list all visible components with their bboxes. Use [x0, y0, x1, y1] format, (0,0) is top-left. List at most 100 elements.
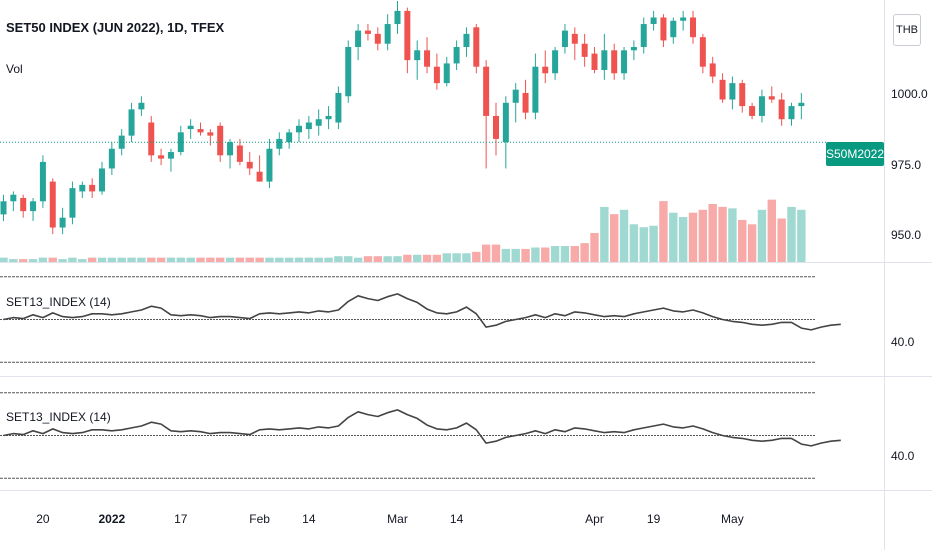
volume-bar: [481, 244, 491, 262]
candle: [473, 24, 480, 74]
candlestick-series[interactable]: [0, 1, 805, 235]
candle: [709, 56, 716, 84]
candle-body: [611, 50, 618, 74]
candle: [118, 129, 125, 156]
candle: [778, 92, 785, 126]
volume-bar: [757, 209, 767, 262]
candle-body: [355, 30, 362, 48]
candle: [187, 119, 194, 139]
candle: [463, 27, 470, 57]
candle-body: [433, 66, 440, 84]
volume-bar: [698, 209, 708, 262]
candle: [246, 152, 253, 176]
candle: [276, 132, 283, 156]
volume-bar: [196, 257, 205, 262]
candle-body: [463, 33, 470, 48]
volume-bar: [334, 256, 343, 262]
volume-bar: [600, 206, 609, 262]
price-tick-950: 950.0: [891, 228, 922, 242]
candle: [345, 40, 352, 103]
indicator-pane: [0, 392, 841, 479]
volume-bar: [452, 253, 461, 262]
candle: [433, 53, 440, 90]
volume-bar: [472, 251, 481, 262]
candle-body: [729, 83, 736, 100]
candle-body: [187, 125, 194, 130]
volume-bars: [0, 199, 806, 262]
volume-bar: [353, 257, 363, 262]
currency-button[interactable]: THB: [893, 14, 921, 46]
candle: [512, 83, 519, 123]
volume-bar: [255, 257, 264, 262]
candle: [305, 115, 312, 139]
candle-body: [20, 197, 27, 212]
time-axis-label: May: [721, 512, 744, 526]
volume-bar: [777, 218, 786, 262]
candle-body: [207, 132, 214, 136]
candle-body: [502, 102, 509, 143]
volume-bar: [206, 257, 215, 262]
volume-bar: [48, 257, 57, 262]
candle: [138, 96, 145, 116]
volume-bar: [580, 243, 589, 262]
indicator-panes[interactable]: [0, 276, 841, 479]
volume-bar: [570, 246, 579, 262]
time-axis-label: 14: [449, 512, 464, 526]
candle-body: [286, 132, 293, 143]
candle: [59, 207, 66, 235]
volume-bar: [284, 257, 294, 262]
volume-bar: [19, 259, 28, 262]
volume-bar: [216, 257, 225, 262]
volume-bar: [738, 219, 747, 262]
candle-body: [552, 50, 559, 74]
volume-bar: [688, 212, 698, 262]
candle: [177, 125, 184, 156]
time-axis-label: 17: [174, 512, 188, 526]
candle-body: [364, 30, 371, 34]
candle-body: [39, 161, 46, 202]
time-axis-label: Feb: [249, 512, 270, 526]
volume-bar: [78, 259, 87, 262]
time-axis-label: Apr: [585, 512, 604, 526]
volume-bar: [68, 257, 77, 262]
candle-body: [384, 24, 391, 44]
candle: [89, 178, 96, 198]
candle-body: [581, 43, 588, 57]
indicator-2-label[interactable]: SET13_INDEX (14): [6, 410, 111, 424]
candle-body: [601, 50, 608, 70]
candle: [670, 17, 677, 44]
volume-bar: [678, 217, 688, 262]
volume-bar: [629, 224, 639, 262]
candle-body: [167, 152, 174, 159]
candle-body: [374, 33, 381, 44]
candle: [236, 138, 243, 166]
volume-bar: [718, 206, 727, 262]
volume-bar: [97, 257, 107, 262]
candle: [49, 178, 56, 235]
volume-bar: [432, 254, 442, 262]
candle-body: [739, 83, 746, 107]
candle: [355, 24, 362, 61]
candle: [374, 27, 381, 51]
candle: [690, 10, 696, 44]
candle: [660, 14, 667, 48]
candle-body: [650, 17, 657, 25]
indicator-1-label[interactable]: SET13_INDEX (14): [6, 295, 111, 309]
candle: [325, 106, 332, 130]
volume-bar: [147, 257, 156, 262]
candle-body: [394, 10, 401, 25]
volume-bar: [117, 257, 126, 262]
candle-body: [99, 168, 105, 192]
candle-body: [335, 92, 342, 123]
candle-body: [768, 96, 775, 100]
candle: [749, 102, 756, 120]
time-axis-label: Mar: [387, 512, 408, 526]
candle-body: [621, 50, 628, 74]
candle-body: [305, 122, 312, 130]
volume-bar: [344, 256, 353, 262]
candle-body: [483, 66, 490, 116]
indicator-pane: [0, 276, 841, 363]
time-axis-label: 19: [646, 512, 661, 526]
candle: [148, 115, 155, 162]
candle-body: [325, 115, 332, 120]
